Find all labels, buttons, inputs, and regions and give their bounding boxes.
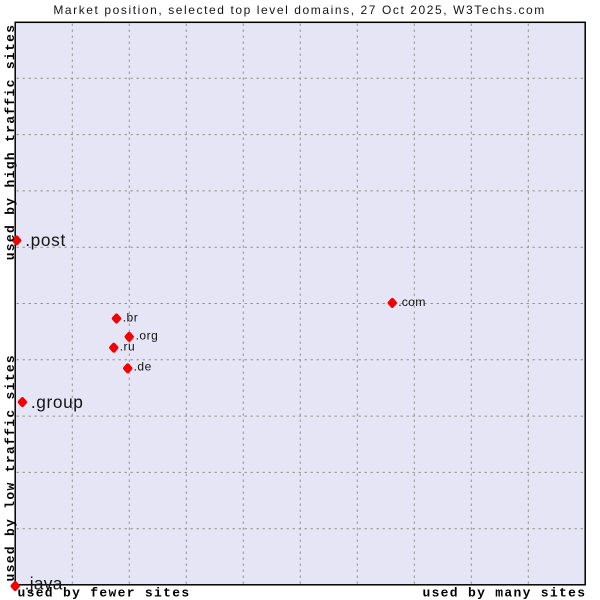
- svg-text:used by fewer sites: used by fewer sites: [18, 586, 191, 600]
- svg-text:.com: .com: [398, 295, 425, 309]
- svg-text:.java: .java: [25, 574, 63, 594]
- svg-text:.post: .post: [25, 230, 66, 250]
- svg-text:.org: .org: [136, 328, 159, 342]
- svg-text:.br: .br: [123, 311, 139, 325]
- svg-text:Market position, selected top: Market position, selected top level doma…: [53, 3, 546, 17]
- svg-text:.ru: .ru: [120, 340, 136, 354]
- svg-text:used by many sites: used by many sites: [422, 586, 586, 600]
- svg-text:used by high traffic sites: used by high traffic sites: [3, 24, 18, 261]
- svg-text:.group: .group: [31, 392, 84, 412]
- svg-text:.de: .de: [134, 360, 152, 374]
- svg-text:used by low traffic sites: used by low traffic sites: [3, 354, 18, 582]
